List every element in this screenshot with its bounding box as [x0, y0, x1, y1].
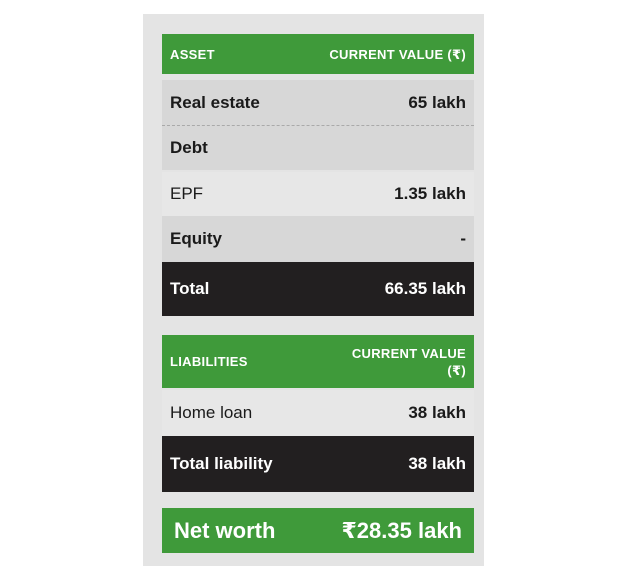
row-value: 65 lakh: [408, 92, 466, 112]
table-row-debt: Debt: [162, 126, 474, 170]
row-label: Real estate: [170, 92, 260, 112]
liabilities-table-header: LIABILITIES CURRENT VALUE (₹): [162, 335, 474, 388]
total-value: 38 lakh: [408, 454, 466, 473]
asset-table-header: ASSET CURRENT VALUE (₹): [162, 34, 474, 74]
net-worth-value: ₹28.35 lakh: [341, 517, 463, 543]
liability-total-row: Total liability 38 lakh: [162, 436, 474, 492]
current-value-column-header: CURRENT VALUE (₹): [329, 46, 466, 62]
net-worth-bar: Net worth ₹28.35 lakh: [162, 508, 474, 553]
total-label: Total liability: [170, 454, 273, 473]
table-row-home-loan: Home loan 38 lakh: [162, 390, 474, 436]
row-value: -: [460, 229, 466, 248]
table-row-real-estate: Real estate 65 lakh: [162, 80, 474, 126]
asset-total-row: Total 66.35 lakh: [162, 262, 474, 316]
asset-column-header: ASSET: [170, 46, 215, 62]
row-label: Equity: [170, 229, 222, 248]
total-label: Total: [170, 279, 210, 298]
table-row-epf: EPF 1.35 lakh: [162, 172, 474, 216]
row-label: Debt: [170, 138, 208, 157]
row-value: 1.35 lakh: [394, 184, 466, 203]
row-value: 38 lakh: [408, 403, 466, 422]
row-label: EPF: [170, 184, 204, 203]
liabilities-column-header: LIABILITIES: [170, 354, 248, 369]
table-row-equity: Equity -: [162, 216, 474, 262]
total-value: 66.35 lakh: [384, 279, 466, 298]
row-label: Home loan: [170, 403, 253, 422]
net-worth-label: Net worth: [174, 517, 276, 543]
current-value-column-header: CURRENT VALUE (₹): [352, 345, 466, 379]
header-line-1: CURRENT VALUE: [351, 345, 466, 361]
header-line-2: (₹): [447, 362, 466, 378]
